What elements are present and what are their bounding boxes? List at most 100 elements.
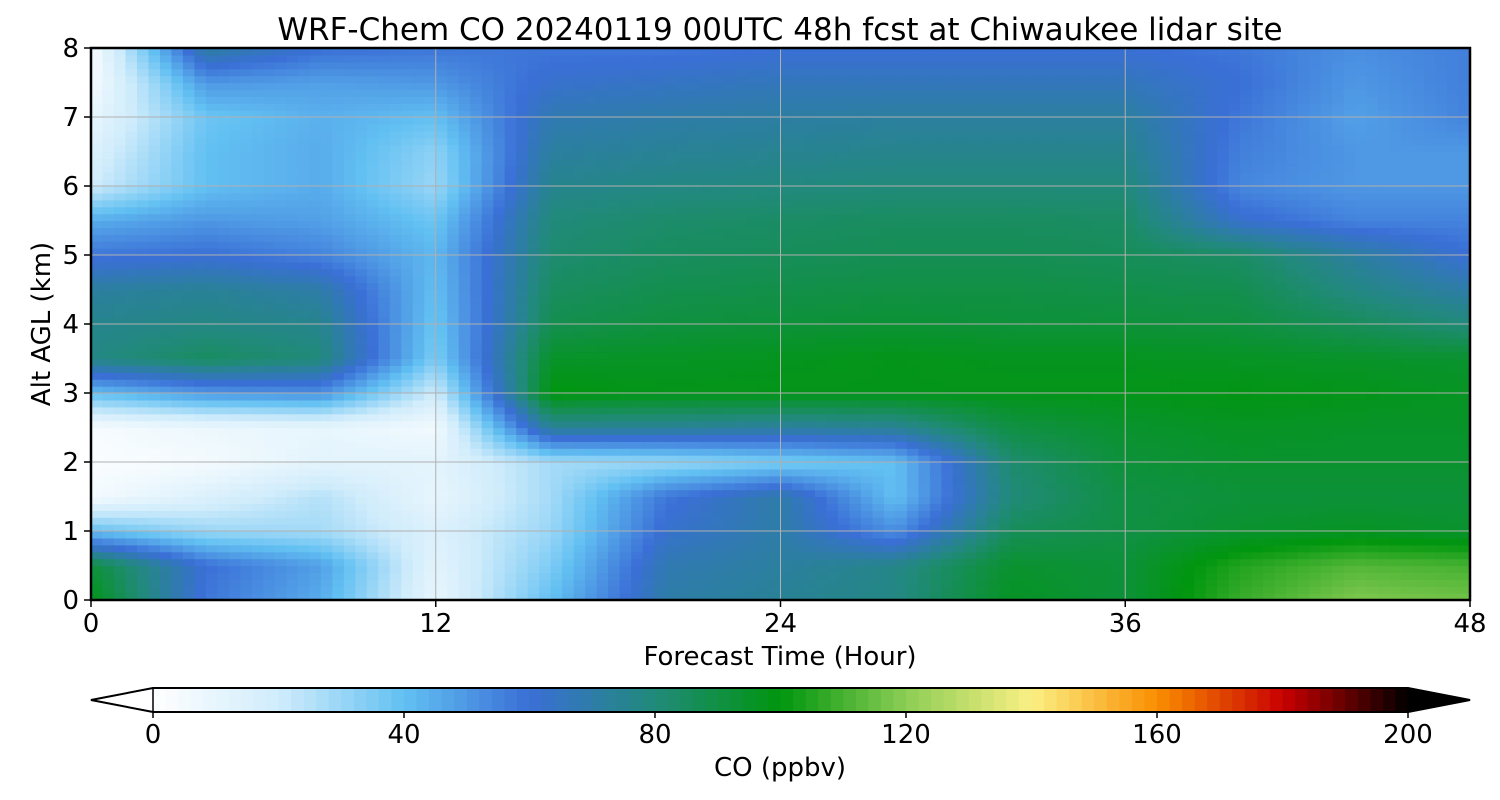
heatmap-cell xyxy=(263,406,276,415)
heatmap-cell xyxy=(493,344,506,353)
heatmap-cell xyxy=(883,537,897,546)
heatmap-cell xyxy=(1355,517,1368,525)
heatmap-cell xyxy=(723,399,736,408)
heatmap-cell xyxy=(1274,372,1287,380)
heatmap-cell xyxy=(470,351,483,360)
heatmap-cell xyxy=(251,427,264,435)
heatmap-cell xyxy=(849,365,862,373)
heatmap-cell xyxy=(964,455,977,463)
heatmap-cell xyxy=(883,317,897,325)
heatmap-cell xyxy=(550,558,563,567)
heatmap-cell xyxy=(631,324,644,332)
heatmap-cell xyxy=(1079,386,1092,394)
heatmap-cell xyxy=(1378,558,1391,567)
heatmap-cell xyxy=(182,441,196,449)
heatmap-cell xyxy=(412,482,425,491)
heatmap-cell xyxy=(860,489,874,498)
heatmap-cell xyxy=(654,475,667,484)
heatmap-cell xyxy=(1297,344,1310,353)
heatmap-cell xyxy=(1332,572,1345,580)
heatmap-cell xyxy=(1320,324,1333,332)
heatmap-cell xyxy=(458,551,471,560)
heatmap-cell xyxy=(182,420,196,429)
heatmap-cell xyxy=(952,310,965,318)
heatmap-cell xyxy=(1366,503,1379,511)
heatmap-cell xyxy=(102,496,115,504)
heatmap-cell xyxy=(1424,586,1437,594)
heatmap-cell xyxy=(849,482,862,491)
heatmap-cell xyxy=(1424,358,1437,366)
heatmap-cell xyxy=(1286,482,1299,491)
heatmap-cell xyxy=(952,413,965,422)
heatmap-cell xyxy=(860,503,874,511)
heatmap-cell xyxy=(1286,524,1299,532)
heatmap-cell xyxy=(585,544,598,553)
heatmap-cell xyxy=(573,441,586,449)
heatmap-cell xyxy=(1309,324,1322,332)
heatmap-cell xyxy=(769,524,782,532)
heatmap-cell xyxy=(573,393,586,401)
heatmap-cell xyxy=(734,455,747,463)
heatmap-cell xyxy=(113,420,127,429)
heatmap-cell xyxy=(378,448,391,456)
heatmap-cell xyxy=(148,462,161,470)
heatmap-cell xyxy=(550,593,563,600)
heatmap-cell xyxy=(1412,406,1425,415)
heatmap-cell xyxy=(585,510,598,518)
heatmap-cell xyxy=(113,379,127,387)
heatmap-cell xyxy=(1125,330,1138,339)
heatmap-cell xyxy=(1412,531,1425,539)
heatmap-cell xyxy=(757,386,770,394)
heatmap-cell xyxy=(102,475,115,484)
heatmap-cell xyxy=(159,413,173,422)
heatmap-cell xyxy=(1194,344,1207,353)
heatmap-cell xyxy=(125,468,138,477)
heatmap-cell xyxy=(1056,386,1069,394)
heatmap-cell xyxy=(113,358,127,366)
heatmap-cell xyxy=(654,448,667,456)
heatmap-cell xyxy=(1125,379,1138,387)
heatmap-cell xyxy=(297,565,310,573)
heatmap-cell xyxy=(1435,448,1448,456)
heatmap-cell xyxy=(723,558,736,567)
heatmap-cell xyxy=(435,455,448,463)
heatmap-cell xyxy=(274,558,287,567)
heatmap-cell xyxy=(550,365,563,373)
heatmap-cell xyxy=(550,579,563,587)
heatmap-cell xyxy=(975,531,988,539)
heatmap-cell xyxy=(504,317,517,325)
heatmap-cell xyxy=(1366,386,1379,394)
heatmap-cell xyxy=(447,524,460,532)
heatmap-cell xyxy=(125,441,138,449)
heatmap-cell xyxy=(470,565,483,573)
heatmap-cell xyxy=(723,420,736,429)
heatmap-cell xyxy=(791,455,805,463)
heatmap-cell xyxy=(171,496,184,504)
heatmap-cell xyxy=(1125,468,1138,477)
heatmap-cell xyxy=(1205,317,1218,325)
heatmap-cell xyxy=(860,565,874,573)
heatmap-cell xyxy=(562,358,575,366)
heatmap-cell xyxy=(366,427,379,435)
heatmap-cell xyxy=(837,379,851,387)
heatmap-cell xyxy=(1389,337,1402,346)
heatmap-cell xyxy=(1113,503,1126,511)
heatmap-cell xyxy=(1389,551,1402,560)
heatmap-cell xyxy=(883,386,897,394)
heatmap-cell xyxy=(527,489,540,498)
heatmap-cell xyxy=(1171,379,1184,387)
heatmap-cell xyxy=(1148,572,1161,580)
heatmap-cell xyxy=(217,358,230,366)
heatmap-cell xyxy=(1343,455,1356,463)
heatmap-cell xyxy=(1401,579,1414,587)
heatmap-cell xyxy=(987,524,1000,532)
heatmap-cell xyxy=(596,482,609,491)
heatmap-cell xyxy=(194,337,207,346)
heatmap-cell xyxy=(1355,386,1368,394)
heatmap-cell xyxy=(975,537,988,546)
heatmap-cell xyxy=(975,344,988,353)
heatmap-cell xyxy=(182,386,196,394)
heatmap-cell xyxy=(355,503,368,511)
heatmap-cell xyxy=(205,330,219,339)
heatmap-cell xyxy=(734,579,747,587)
